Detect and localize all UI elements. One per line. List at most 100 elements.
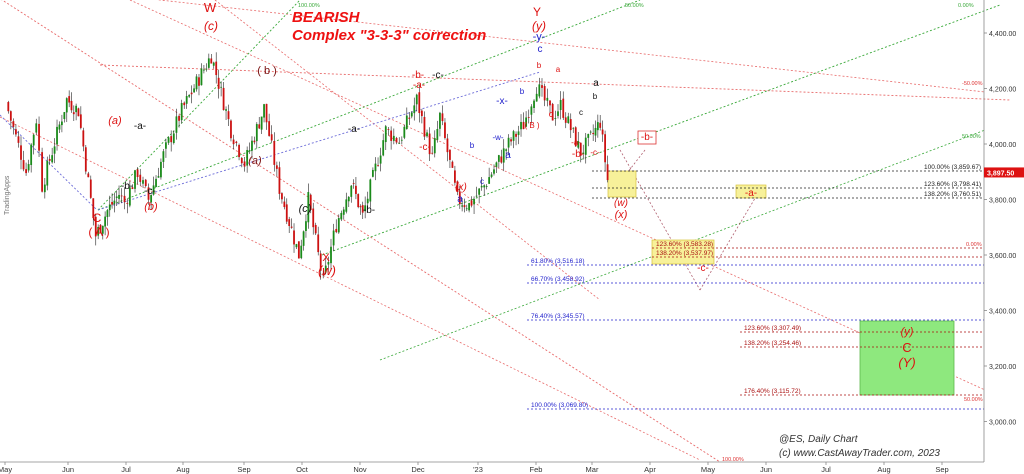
wave-label: -c- [432,70,444,81]
candle-body [364,205,367,212]
wave-label: -c- [697,263,709,274]
candle-body [115,196,118,198]
candle-body [428,133,431,155]
candle-body [525,117,527,127]
wave-label: ( b ) [257,65,277,77]
wave-label: c [538,44,543,55]
candle-body [390,130,393,141]
channel-line [156,0,986,93]
candle-body [190,92,193,95]
candle-body [220,86,223,88]
wave-label: a [505,150,511,161]
candle-body [248,150,251,152]
candle-body [22,160,25,170]
candle-body [278,167,281,194]
candle-body [56,126,58,145]
candle-body [596,122,599,131]
channel-line [0,114,98,211]
candle-body [32,134,35,146]
candle-body [183,102,186,106]
wave-label: -a- [348,124,360,135]
y-tick-label: 3,600.00 [989,253,1016,260]
candle-body [392,135,395,141]
y-tick-label: 4,000.00 [989,142,1016,149]
candle-body [222,87,225,111]
candle-body [541,85,543,88]
candle-body [203,69,205,71]
fib-label: 123.60% (3,583.28) [656,241,713,248]
candle-body [63,112,66,120]
candle-body [240,158,243,164]
candle-body [423,116,426,137]
wave-label: W [204,0,217,15]
wave-label: (x) [455,182,467,193]
fib-label: 123.60% (3,307.49) [744,325,801,332]
candle-body [546,97,549,101]
candle-body [307,192,310,223]
wave-label: -a- [134,121,146,132]
candle-body [198,77,200,86]
candle-body [238,144,240,158]
candle-body [281,193,283,200]
target-box-x [637,130,657,145]
candle-body [61,121,63,126]
wave-label: -b- [412,70,424,81]
candle-body [113,200,116,204]
candle-body [104,216,107,227]
candle-body [500,156,503,163]
candle-body [382,140,385,156]
candle-body [572,127,575,129]
x-tick-label: Apr [644,465,656,474]
y-tick-label: 3,800.00 [989,198,1016,205]
x-tick-label: Oct [296,465,309,474]
wave-label: ( B ) [524,121,539,130]
candle-body [175,116,178,133]
fib-label: 61.80% (3,516.18) [531,258,584,265]
candle-body [35,123,38,133]
fib-label: 138.20% (3,537.97) [656,250,713,257]
candle-body [38,123,40,151]
x-tick-label: Aug [176,465,189,474]
candle-body [263,104,265,118]
candle-body [559,100,562,111]
target-box-a [651,239,715,265]
candle-body [418,92,421,114]
candle-body [387,129,390,130]
channel-line [699,189,761,291]
candle-body [41,152,43,192]
candle-body [493,169,495,174]
wave-label: c [480,177,484,186]
candle-body [30,144,33,165]
candle-body [17,136,20,143]
candle-body [139,174,142,182]
candle-body [535,93,538,102]
wave-label: b [470,141,475,150]
channel-pct-label: 50.00% [962,134,981,140]
wave-label: X [322,252,330,264]
target-box-b [735,184,767,199]
candle-body [488,177,491,184]
candle-body [89,179,92,198]
wave-label: a [593,78,599,89]
wave-label: (b) [144,201,158,213]
candle-body [564,117,567,123]
channel-line [321,4,1001,256]
candle-body [270,134,273,141]
wave-label: (c) [299,203,312,215]
candle-body [108,204,111,211]
candle-body [142,180,144,184]
candle-body [480,185,483,188]
candle-body [420,110,423,117]
candle-body [461,205,464,207]
candle-body [405,115,408,130]
candle-body [527,117,530,118]
candle-body [444,122,446,138]
candle-body [567,116,570,124]
x-tick-label: Jun [62,465,74,474]
candle-body [106,210,109,218]
candle-body [172,133,175,143]
wave-label: -x- [496,96,508,107]
wave-label: (c) [204,19,218,33]
candle-body [592,132,595,135]
candle-body [478,188,481,195]
